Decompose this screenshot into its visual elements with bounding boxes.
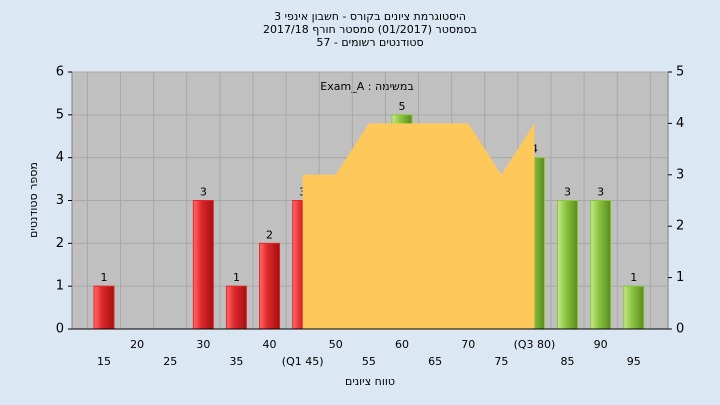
y2-tick-label: 3 (676, 167, 684, 182)
x-tick-label: 30 (196, 338, 210, 351)
x-tick-label: 40 (263, 338, 277, 351)
x-tick-label: 95 (627, 355, 641, 368)
x-tick-label: 90 (594, 338, 608, 351)
x-tick-label: 50 (329, 338, 343, 351)
x-tick-label: 75 (494, 355, 508, 368)
x-tick-label: 35 (229, 355, 243, 368)
y-tick-label: 4 (56, 150, 64, 165)
x-tick-label: 55 (362, 355, 376, 368)
annotation: Exam_A : במשימה (320, 80, 413, 93)
bar (259, 242, 281, 330)
y2-tick-label: 5 (676, 65, 684, 80)
y-tick-label: 2 (56, 236, 64, 251)
y-tick-label: 5 (56, 107, 64, 122)
bar (590, 200, 612, 330)
value-label: 1 (630, 271, 637, 284)
bar (192, 200, 214, 330)
x-axis-label: טווח ציונים (345, 375, 395, 388)
y-tick-label: 0 (56, 322, 64, 337)
x-tick-label: 20 (130, 338, 144, 351)
value-label: 3 (597, 186, 604, 199)
x-tick-label: (Q3 80) (514, 338, 556, 351)
y2-tick-label: 4 (676, 116, 684, 131)
y-tick-label: 6 (56, 65, 64, 80)
area (302, 123, 535, 330)
value-label: 3 (564, 186, 571, 199)
y2-tick-label: 1 (676, 270, 684, 285)
chart-title: היסטוגרמת ציונים בקורס - חשבון אינפי 3 (274, 10, 466, 23)
x-tick-label: 65 (428, 355, 442, 368)
x-tick-label: 70 (461, 338, 475, 351)
y2-tick-label: 2 (676, 219, 684, 234)
chart-subtitle: בסמסטר (01/2017) סמסטר חורף 2017/18 (263, 23, 477, 36)
y-tick-label: 1 (56, 279, 64, 294)
y2-tick-label: 0 (676, 322, 684, 337)
y-axis-label: מספר סטודנטים (27, 162, 40, 238)
x-tick-label: 15 (97, 355, 111, 368)
value-label: 3 (200, 186, 207, 199)
bar (623, 285, 645, 330)
x-tick-label: 85 (561, 355, 575, 368)
bar (225, 285, 247, 330)
value-label: 2 (266, 228, 273, 241)
bar (93, 285, 115, 330)
x-tick-label: 60 (395, 338, 409, 351)
x-tick-label: (Q1 45) (282, 355, 324, 368)
value-label: 1 (233, 271, 240, 284)
y-tick-label: 3 (56, 193, 64, 208)
chart-subtitle: סטודנטים רשומים - 57 (316, 36, 423, 49)
value-label: 5 (399, 100, 406, 113)
x-tick-label: 25 (163, 355, 177, 368)
bar (557, 200, 579, 330)
value-label: 1 (101, 271, 108, 284)
